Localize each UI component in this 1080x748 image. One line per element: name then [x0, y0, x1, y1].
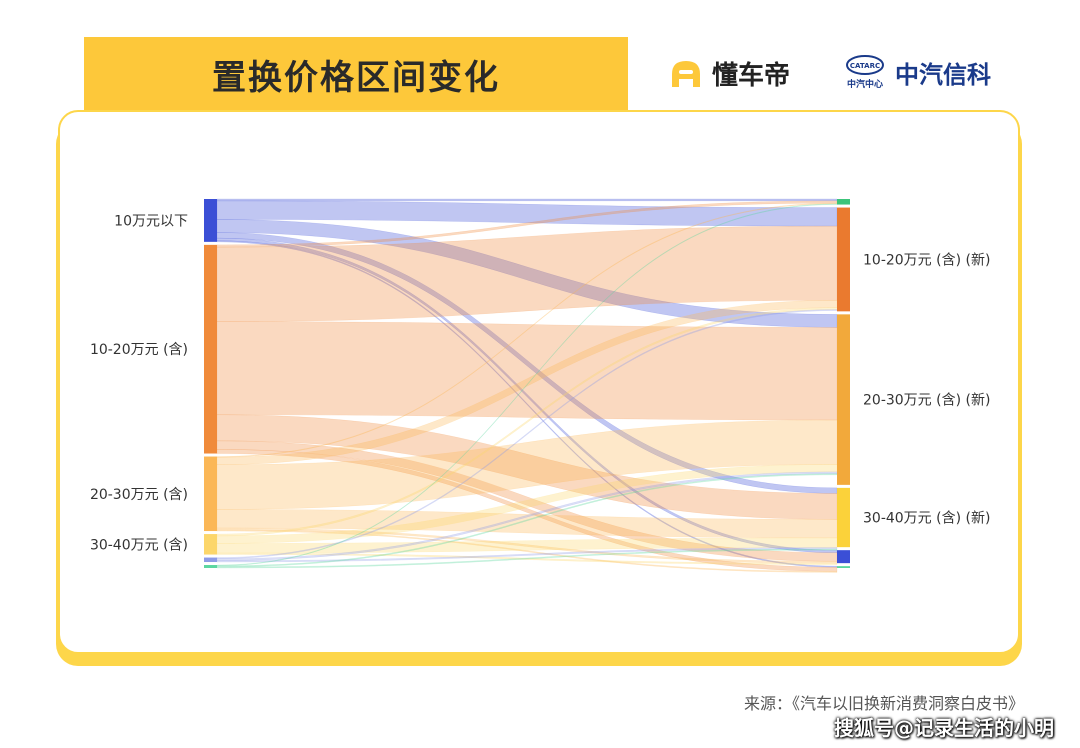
left-node-label: 10万元以下: [114, 213, 188, 229]
link-L1-R0: [216, 198, 838, 202]
left-node-label: 30-40万元 (含): [90, 537, 188, 553]
catarc-badge-text: CATARC: [850, 62, 880, 70]
right-node-R2: [837, 314, 850, 485]
left-node-L6: [204, 565, 217, 568]
left-node-L3: [204, 456, 217, 532]
right-node-label: 30-40万元 (含) (新): [863, 511, 990, 527]
source-note: 来源：《汽车以旧换新消费洞察白皮书》: [743, 694, 1024, 713]
dongchedi-logo-text: 懂车帝: [712, 61, 791, 91]
link-L4-R3: [216, 537, 838, 554]
left-node-label: 10-20万元 (含): [90, 342, 188, 358]
links-layer: [216, 198, 838, 573]
catarc-mark: CATARC 中汽中心: [845, 54, 885, 90]
left-node-label: 20-30万元 (含): [90, 487, 188, 503]
dongchedi-logo: 懂车帝: [668, 55, 790, 92]
link-L5-R3: [216, 547, 838, 563]
labels-layer: 10万元以下 10-20万元 (含) 20-30万元 (含) 30-40万元 (含) 1…: [90, 213, 991, 553]
nodes-layer: [204, 199, 850, 568]
link-L4-R4: [216, 552, 838, 565]
left-node-L1: [204, 199, 217, 242]
catarc-icon: CATARC: [846, 55, 884, 75]
right-node-R4: [837, 550, 850, 564]
link-L2-R5: [216, 449, 838, 572]
right-node-R5: [837, 566, 850, 568]
link-L2-R2: [216, 321, 838, 421]
left-node-L5: [204, 557, 217, 563]
chart-card: [58, 110, 1020, 654]
left-node-L2: [204, 244, 217, 454]
right-node-label: 10-20万元 (含) (新): [863, 252, 990, 268]
left-node-L4: [204, 534, 217, 555]
right-node-R0: [837, 199, 850, 205]
right-node-R1: [837, 207, 850, 312]
catarc-logo-text: 中汽信科: [895, 60, 991, 89]
page-title: 置换价格区间变化: [84, 37, 628, 111]
catarc-logo: CATARC 中汽中心 中汽信科: [845, 54, 991, 90]
catarc-sub-text: 中汽中心: [846, 80, 883, 90]
link-L3-R4: [216, 527, 838, 564]
dongchedi-icon: [672, 60, 700, 87]
link-L3-R5: [216, 529, 838, 573]
link-L6-R3: [216, 548, 838, 569]
watermark: 搜狐号@记录生活的小明: [834, 716, 1054, 740]
right-node-R3: [837, 487, 850, 548]
right-node-label: 20-30万元 (含) (新): [863, 393, 990, 409]
